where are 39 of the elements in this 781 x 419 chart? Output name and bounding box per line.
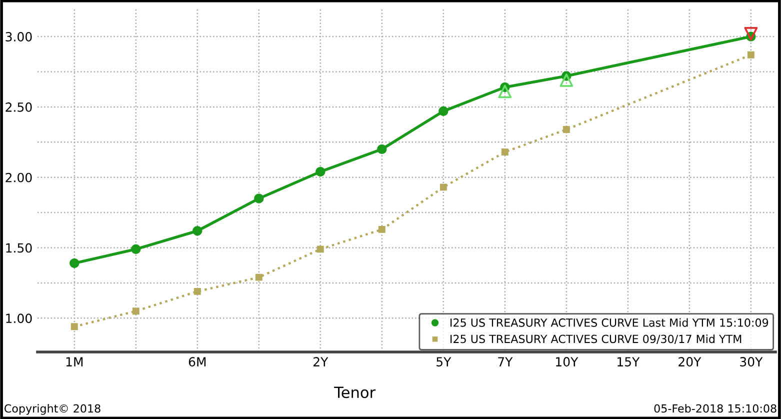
point [378, 226, 386, 233]
text: Copyright© 2018 [4, 404, 100, 415]
legend-label: I25 US TREASURY ACTIVES CURVE 09/30/17 Mid YTM [450, 334, 742, 344]
point [562, 126, 570, 133]
text: 05-Feb-2018 15:10:08 [654, 404, 776, 413]
point [255, 274, 262, 281]
point [70, 258, 80, 268]
point [316, 166, 326, 177]
x-tick-label: 2Y [314, 357, 328, 366]
x-tick-label: 10Y [556, 357, 578, 366]
y-tick-label: 3.00 [6, 32, 32, 42]
point [131, 244, 141, 254]
x-tick-label: 6M [188, 357, 206, 366]
x-tick-label: 20Y [678, 357, 702, 366]
x-tick-label: 30Y [740, 357, 763, 366]
point [377, 144, 387, 154]
point [132, 308, 140, 315]
x-tick-label: 15Y [618, 357, 640, 366]
point [560, 73, 574, 87]
point [438, 106, 448, 116]
point [440, 184, 447, 191]
x-tick-label: 5Y [436, 357, 452, 366]
point [194, 288, 201, 295]
point [744, 27, 758, 40]
x-tick-label: 7Y [498, 357, 513, 366]
point [498, 84, 512, 98]
y-tick-label: 1.00 [6, 314, 32, 324]
x-tick-label: 1M [66, 357, 83, 366]
point [254, 194, 264, 204]
point [316, 246, 324, 253]
x-axis-title: Tenor [334, 386, 376, 398]
y-tick-label: 1.50 [6, 243, 32, 253]
y-tick-label: 2.50 [6, 102, 32, 112]
point [501, 148, 508, 156]
point [192, 226, 202, 236]
y-tick-label: 2.00 [6, 172, 32, 182]
point [747, 51, 754, 58]
legend-label: I25 US TREASURY ACTIVES CURVE Last Mid YTM 15:10:09 [450, 318, 768, 327]
point [70, 323, 78, 330]
